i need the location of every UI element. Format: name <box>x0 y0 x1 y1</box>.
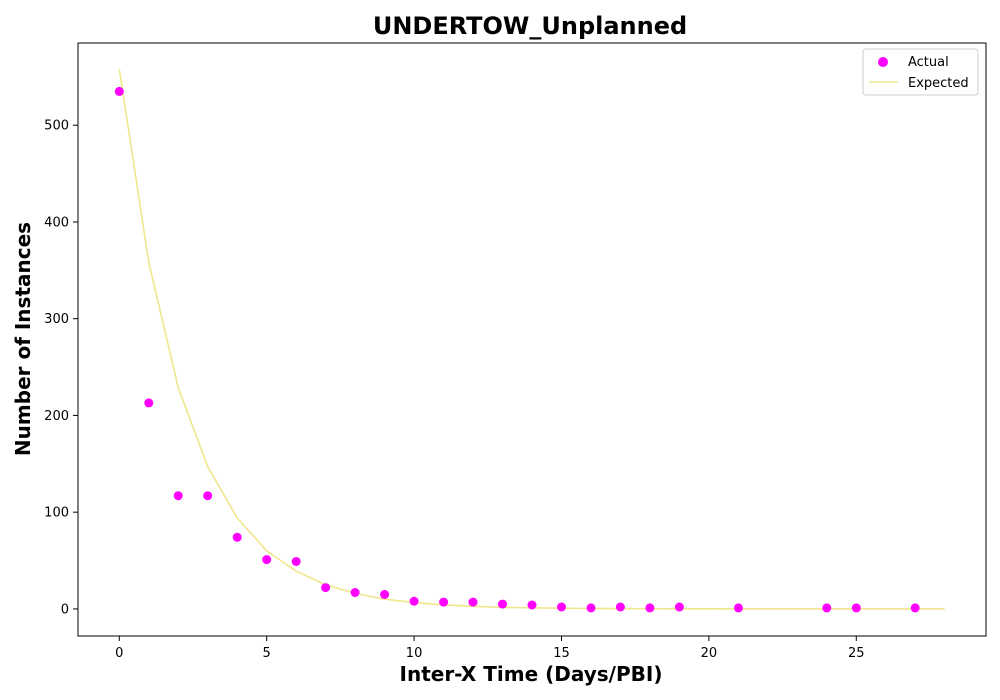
y-tick-label: 0 <box>61 602 69 617</box>
actual-point <box>615 602 625 612</box>
legend: Actual Expected <box>862 48 979 96</box>
actual-point <box>674 602 684 612</box>
actual-point <box>114 86 124 96</box>
actual-point <box>291 557 301 566</box>
y-tick-label: 100 <box>44 506 69 521</box>
legend-actual-marker <box>878 57 888 67</box>
x-tick-label: 25 <box>848 646 865 661</box>
actual-point <box>173 491 183 501</box>
actual-point <box>232 532 242 542</box>
actual-point <box>822 603 832 613</box>
actual-point <box>468 597 478 607</box>
x-tick-label: 20 <box>701 646 718 661</box>
plot-area <box>114 68 945 613</box>
actual-point <box>557 602 566 612</box>
legend-expected-label: Expected <box>908 76 969 91</box>
actual-point <box>321 583 331 593</box>
x-axis-label: Inter-X Time (Days/PBI) <box>400 662 663 686</box>
y-tick-label: 500 <box>44 119 69 134</box>
x-tick-label: 15 <box>553 646 570 661</box>
actual-point <box>851 603 861 613</box>
actual-point <box>203 491 213 501</box>
plot-frame <box>77 42 987 637</box>
actual-point <box>439 597 449 607</box>
actual-point <box>910 603 920 613</box>
y-tick-label: 200 <box>44 409 69 424</box>
actual-point <box>380 589 390 599</box>
x-tick-label: 10 <box>406 646 423 661</box>
actual-point <box>645 603 655 613</box>
x-axis: 0 5 10 15 20 25 <box>115 636 865 661</box>
legend-box <box>862 48 979 96</box>
actual-point <box>409 596 419 606</box>
x-tick-label: 0 <box>115 646 123 661</box>
y-axis-label: Number of Instances <box>11 222 35 456</box>
actual-point <box>527 600 537 610</box>
legend-actual-label: Actual <box>908 55 949 70</box>
x-tick-label: 5 <box>263 646 271 661</box>
y-tick-label: 400 <box>44 215 69 230</box>
y-axis: 0 100 200 300 400 500 <box>44 119 78 617</box>
actual-point <box>350 588 360 597</box>
chart-title: UNDERTOW_Unplanned <box>373 12 687 40</box>
actual-point <box>144 398 154 408</box>
actual-point <box>586 603 596 613</box>
y-tick-label: 300 <box>44 312 69 327</box>
actual-point <box>262 555 272 565</box>
actual-point <box>498 599 507 609</box>
actual-point <box>733 603 743 613</box>
